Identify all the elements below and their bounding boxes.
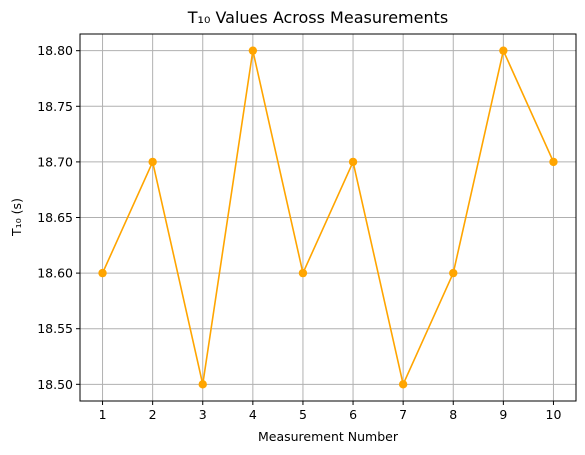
y-tick-label: 18.60	[37, 266, 73, 281]
x-tick-label: 1	[99, 407, 107, 422]
data-point	[499, 46, 508, 55]
series-line	[101, 49, 555, 386]
x-axis: 1 2 3 4 5 6 7 8 9 10	[99, 401, 562, 422]
x-tick-label: 6	[349, 407, 357, 422]
y-axis: 18.50 18.55 18.60 18.65 18.70 18.75 18.80	[37, 43, 80, 392]
x-tick-label: 2	[149, 407, 157, 422]
y-tick-label: 18.70	[37, 154, 73, 169]
data-point	[148, 157, 157, 167]
x-tick-label: 4	[249, 407, 257, 422]
data-point	[348, 157, 358, 167]
data-point	[449, 268, 458, 278]
data-point	[98, 268, 107, 278]
chart-title: T₁₀ Values Across Measurements	[187, 8, 448, 27]
y-tick-label: 18.80	[37, 43, 73, 58]
x-tick-label: 3	[199, 407, 207, 422]
series-layer	[98, 46, 558, 389]
x-tick-label: 5	[299, 407, 307, 422]
data-point	[298, 268, 308, 278]
y-tick-label: 18.75	[37, 99, 73, 114]
x-axis-label: Measurement Number	[258, 429, 399, 444]
data-point	[248, 46, 258, 55]
x-tick-label: 10	[546, 407, 562, 422]
y-tick-label: 18.55	[37, 321, 73, 336]
y-tick-label: 18.50	[37, 377, 73, 392]
data-point	[549, 157, 558, 167]
x-tick-label: 7	[399, 407, 407, 422]
y-tick-label: 18.65	[37, 210, 73, 225]
data-point	[398, 380, 408, 389]
x-tick-label: 9	[499, 407, 507, 422]
data-point	[198, 380, 207, 389]
y-axis-label: T₁₀ (s)	[9, 198, 24, 237]
x-tick-label: 8	[449, 407, 457, 422]
